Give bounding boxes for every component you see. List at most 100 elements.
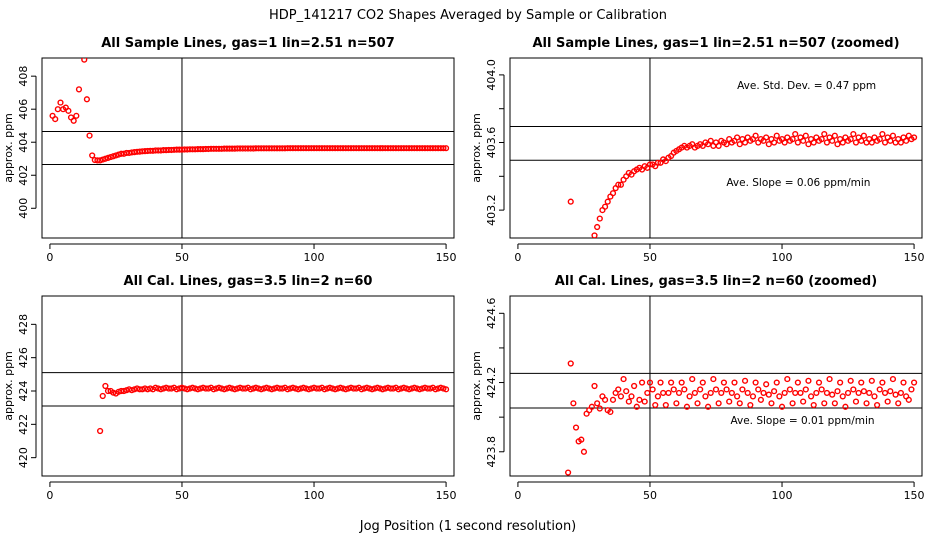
data-point — [704, 403, 712, 410]
data-point — [662, 401, 669, 409]
figure-x-label: Jog Position (1 second resolution) — [359, 519, 577, 534]
data-point — [734, 393, 741, 400]
data-point — [607, 408, 614, 416]
chart-panel-4: All Cal. Lines, gas=3.5 lin=2 n=60 (zoom… — [470, 274, 925, 502]
data-point — [707, 137, 714, 144]
panel-title: All Sample Lines, gas=1 lin=2.51 n=507 — [101, 36, 395, 51]
y-tick-label: 403.2 — [485, 194, 498, 226]
data-point — [784, 375, 791, 383]
data-point — [858, 137, 865, 144]
data-point — [781, 139, 788, 146]
data-point — [860, 388, 867, 395]
x-tick-label: 50 — [175, 489, 189, 502]
data-point — [871, 393, 878, 400]
data-point — [673, 400, 680, 407]
x-tick-label: 0 — [46, 251, 53, 264]
data-point — [747, 401, 754, 409]
y-tick-label: 403.6 — [485, 127, 498, 159]
data-point — [625, 398, 632, 405]
data-point — [823, 139, 831, 146]
data-point — [588, 403, 595, 410]
data-point — [744, 389, 751, 397]
data-point — [837, 379, 844, 386]
data-point — [823, 389, 831, 397]
data-point — [712, 386, 720, 393]
data-point — [86, 132, 93, 139]
data-point — [596, 215, 603, 222]
data-point — [665, 389, 672, 397]
data-point — [654, 393, 661, 400]
data-point — [879, 379, 886, 386]
data-point — [596, 405, 603, 412]
data-point — [786, 386, 794, 393]
data-point — [826, 375, 833, 383]
y-tick-label: 404.0 — [485, 59, 498, 91]
figure-title: HDP_141217 CO2 Shapes Averaged by Sample… — [269, 8, 667, 23]
y-axis-label: approx. ppm — [470, 113, 483, 183]
data-point — [765, 391, 772, 398]
data-point — [689, 375, 696, 383]
plot-frame — [41, 295, 455, 477]
data-point — [97, 427, 104, 435]
x-tick-label: 150 — [436, 251, 457, 264]
data-point — [565, 469, 572, 476]
data-point — [771, 139, 778, 146]
data-point — [660, 389, 667, 397]
data-point — [617, 393, 625, 400]
data-point — [887, 388, 894, 395]
data-point — [778, 403, 786, 410]
data-point — [776, 393, 783, 400]
y-tick-label: 406 — [17, 99, 30, 120]
y-tick-label: 402 — [17, 165, 30, 186]
x-tick-label: 100 — [304, 489, 325, 502]
data-points — [565, 360, 918, 476]
data-point — [641, 398, 648, 405]
data-point — [860, 132, 867, 139]
data-point — [570, 400, 577, 407]
x-tick-label: 50 — [175, 251, 189, 264]
data-point — [638, 379, 646, 386]
data-point — [881, 139, 889, 146]
data-point — [594, 400, 601, 407]
y-axis-label: approx. ppm — [2, 113, 15, 183]
data-point — [844, 389, 852, 397]
x-tick-label: 150 — [904, 489, 925, 502]
data-point — [609, 190, 617, 197]
data-point — [792, 389, 799, 397]
data-point — [54, 106, 61, 113]
data-point — [633, 403, 640, 410]
data-point — [726, 398, 733, 405]
data-point — [739, 386, 746, 393]
data-point — [829, 137, 836, 144]
chart-panel-2: All Sample Lines, gas=1 lin=2.51 n=507 (… — [470, 36, 925, 264]
data-point — [699, 379, 706, 386]
x-tick-label: 100 — [772, 489, 793, 502]
data-point — [591, 382, 598, 390]
data-point — [895, 400, 902, 407]
data-point — [678, 379, 685, 386]
chart-panel-1: All Sample Lines, gas=1 lin=2.51 n=507 ap… — [2, 36, 457, 264]
data-point — [697, 386, 704, 393]
data-point — [800, 398, 807, 405]
data-point — [889, 132, 897, 139]
data-point — [805, 141, 812, 148]
y-axis-label: approx. ppm — [2, 351, 15, 421]
data-point — [623, 388, 630, 395]
data-point — [668, 379, 675, 386]
data-point — [807, 393, 815, 400]
y-tick-label: 424.6 — [485, 298, 498, 330]
plot-frame — [41, 57, 455, 239]
y-axis-label: approx. ppm — [470, 351, 483, 421]
data-point — [675, 389, 683, 397]
data-point — [736, 400, 743, 407]
y-tick-label: 400 — [17, 198, 30, 219]
data-point — [879, 130, 886, 138]
data-point — [852, 139, 860, 146]
data-point — [652, 401, 659, 409]
data-point — [850, 386, 857, 393]
data-point — [903, 137, 910, 144]
data-point — [723, 386, 730, 393]
data-point — [789, 400, 796, 407]
data-point — [442, 386, 450, 393]
